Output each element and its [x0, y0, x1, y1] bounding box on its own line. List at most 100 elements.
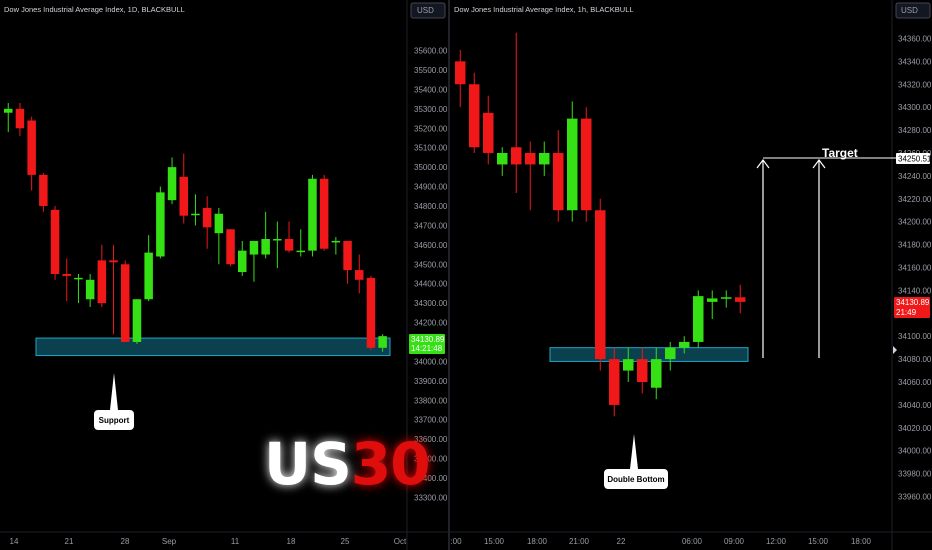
right-y-tick-label: 34000.00	[898, 447, 932, 456]
double-bottom-label: Double Bottom	[607, 475, 664, 484]
right-last-price-badge: 34130.89 21:49	[894, 297, 930, 318]
right-y-tick-label: 34140.00	[898, 286, 932, 295]
left-y-tick-label: 33800.00	[414, 396, 448, 405]
left-x-tick-label: Sep	[162, 537, 177, 546]
right-candle	[497, 147, 508, 176]
right-candle	[665, 341, 676, 371]
right-last-price: 34130.89	[896, 298, 930, 307]
left-candle	[273, 221, 282, 269]
right-currency-button[interactable]: USD	[895, 2, 931, 19]
left-x-tick-label: 11	[231, 537, 240, 546]
right-candle	[637, 347, 648, 394]
right-candle	[553, 130, 564, 222]
left-candle	[15, 103, 25, 137]
left-candle	[167, 157, 177, 205]
right-y-tick-label: 34080.00	[898, 355, 932, 364]
left-y-tick-label: 34300.00	[414, 299, 448, 308]
left-last-price: 34130.89	[411, 335, 445, 344]
left-candle	[366, 275, 376, 350]
svg-text:US30: US30	[264, 430, 430, 498]
left-chart[interactable]	[4, 103, 391, 357]
left-currency-label: USD	[417, 6, 434, 15]
right-y-tick-label: 34160.00	[898, 264, 932, 273]
left-last-price-badge: 34130.89 14:21:48	[409, 334, 445, 354]
left-candle	[261, 211, 270, 259]
left-candle	[284, 221, 294, 253]
right-x-tick-label: :00	[450, 537, 462, 546]
right-candle	[721, 290, 732, 308]
right-chart[interactable]	[455, 32, 749, 417]
right-x-tick-label: 15:00	[808, 537, 829, 546]
right-y-tick-label: 34320.00	[898, 80, 932, 89]
right-y-tick-label: 34020.00	[898, 424, 932, 433]
right-candle	[707, 290, 718, 320]
right-y-tick-label: 34100.00	[898, 332, 932, 341]
left-y-tick-label: 34400.00	[414, 280, 448, 289]
right-y-tick-label: 34360.00	[898, 34, 932, 43]
right-candle	[581, 107, 592, 222]
left-chart-title: Dow Jones Industrial Average Index, 1D, …	[4, 5, 185, 14]
left-candle	[308, 174, 317, 257]
left-y-tick-label: 35200.00	[414, 124, 448, 133]
right-x-tick-label: 18:00	[527, 537, 548, 546]
right-x-tick-label: 22	[617, 537, 626, 546]
left-candle	[144, 235, 153, 302]
right-candle	[595, 198, 606, 371]
target-label: Target	[822, 146, 858, 160]
left-candle	[74, 273, 83, 304]
left-y-tick-label: 35600.00	[414, 47, 448, 56]
right-candle	[525, 141, 536, 211]
left-x-tick-label: 21	[65, 537, 74, 546]
right-candle	[623, 347, 634, 383]
right-candle	[609, 347, 620, 417]
left-candle	[62, 258, 71, 302]
right-x-tick-label: 15:00	[484, 537, 505, 546]
left-y-tick-label: 34700.00	[414, 221, 448, 230]
right-candle	[483, 95, 494, 165]
left-x-tick-label: 14	[10, 537, 19, 546]
left-x-tick-label: Oct	[394, 537, 407, 546]
right-x-tick-label: 12:00	[766, 537, 787, 546]
left-y-tick-label: 33600.00	[414, 435, 448, 444]
left-currency-button[interactable]: USD	[410, 2, 446, 19]
support-callout: Support	[94, 373, 134, 430]
right-candle	[651, 347, 662, 400]
left-y-tick-label: 34800.00	[414, 202, 448, 211]
left-y-tick-label: 35100.00	[414, 144, 448, 153]
left-countdown: 14:21:48	[411, 344, 443, 353]
right-y-tick-label: 34200.00	[898, 218, 932, 227]
right-y-tick-label: 34060.00	[898, 378, 932, 387]
left-candle	[238, 240, 247, 276]
right-x-tick-label: 06:00	[682, 537, 703, 546]
left-candle	[202, 196, 212, 249]
us30-part2: 30	[351, 430, 430, 498]
left-candle	[97, 244, 107, 307]
right-candle	[455, 49, 466, 108]
left-y-tick-label: 34600.00	[414, 241, 448, 250]
left-candle	[156, 186, 165, 259]
left-candle	[378, 334, 387, 352]
left-y-tick-label: 35300.00	[414, 105, 448, 114]
right-zone-box[interactable]	[549, 347, 749, 362]
left-y-tick-label: 34200.00	[414, 319, 448, 328]
left-y-tick-label: 35400.00	[414, 85, 448, 94]
right-candle	[567, 101, 578, 222]
right-y-tick-label: 33960.00	[898, 493, 932, 502]
left-candle	[179, 153, 188, 224]
right-y-tick-label: 34040.00	[898, 401, 932, 410]
double-bottom-callout: Double Bottom	[604, 434, 668, 489]
left-candle	[355, 254, 364, 294]
left-candle	[331, 237, 341, 255]
right-y-tick-label: 33980.00	[898, 470, 932, 479]
left-x-tick-label: 18	[287, 537, 296, 546]
left-zone-box[interactable]	[35, 337, 391, 357]
axis-ticks: 35600.00 35500.00 35400.00 35300.00 35200.00…	[10, 34, 932, 546]
left-y-tick-label: 34900.00	[414, 183, 448, 192]
left-y-tick-label: 34500.00	[414, 260, 448, 269]
left-candle	[27, 116, 36, 191]
left-candle	[109, 244, 118, 335]
left-y-tick-label: 33300.00	[414, 493, 448, 502]
left-y-tick-label: 34000.00	[414, 357, 448, 366]
axis-scroll-arrow-icon[interactable]	[893, 346, 897, 354]
